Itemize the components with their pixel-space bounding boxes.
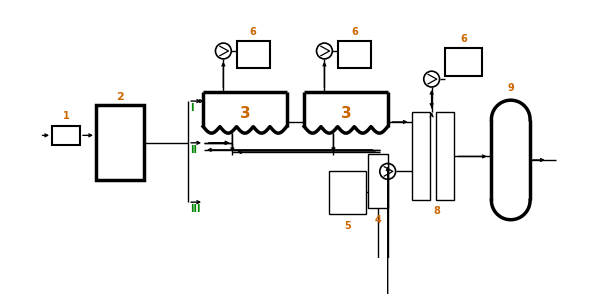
Bar (368, 154, 387, 208)
Text: 6: 6 (351, 27, 358, 37)
Text: III: III (190, 204, 201, 214)
Bar (96, 106, 144, 180)
Text: I: I (190, 103, 193, 113)
Text: 4: 4 (375, 215, 381, 225)
Bar (52, 126, 80, 145)
Text: 3: 3 (341, 106, 351, 121)
Text: 1: 1 (63, 111, 69, 121)
Text: 3: 3 (239, 106, 250, 121)
Text: II: II (190, 145, 197, 155)
Bar (436, 113, 454, 201)
Text: 6: 6 (250, 27, 257, 37)
Text: 8: 8 (433, 206, 440, 216)
Text: 2: 2 (116, 92, 124, 102)
Text: 9: 9 (507, 83, 514, 93)
Text: 5: 5 (344, 220, 350, 230)
Bar (338, 41, 371, 68)
Text: 6: 6 (460, 34, 467, 44)
Bar (413, 113, 430, 201)
Bar (445, 48, 482, 76)
Bar (329, 171, 366, 213)
Bar (236, 41, 270, 68)
